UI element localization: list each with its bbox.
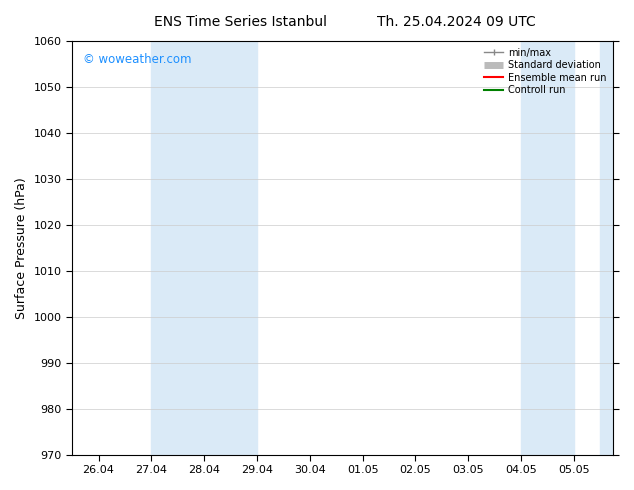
Bar (600, 41, 614, 455)
Text: Th. 25.04.2024 09 UTC: Th. 25.04.2024 09 UTC (377, 15, 536, 29)
Text: ENS Time Series Istanbul: ENS Time Series Istanbul (155, 15, 327, 29)
Y-axis label: Surface Pressure (hPa): Surface Pressure (hPa) (15, 177, 28, 318)
Text: © woweather.com: © woweather.com (83, 53, 191, 67)
Bar (152, 41, 257, 455)
Legend: min/max, Standard deviation, Ensemble mean run, Controll run: min/max, Standard deviation, Ensemble me… (482, 46, 609, 97)
Bar (521, 41, 574, 455)
